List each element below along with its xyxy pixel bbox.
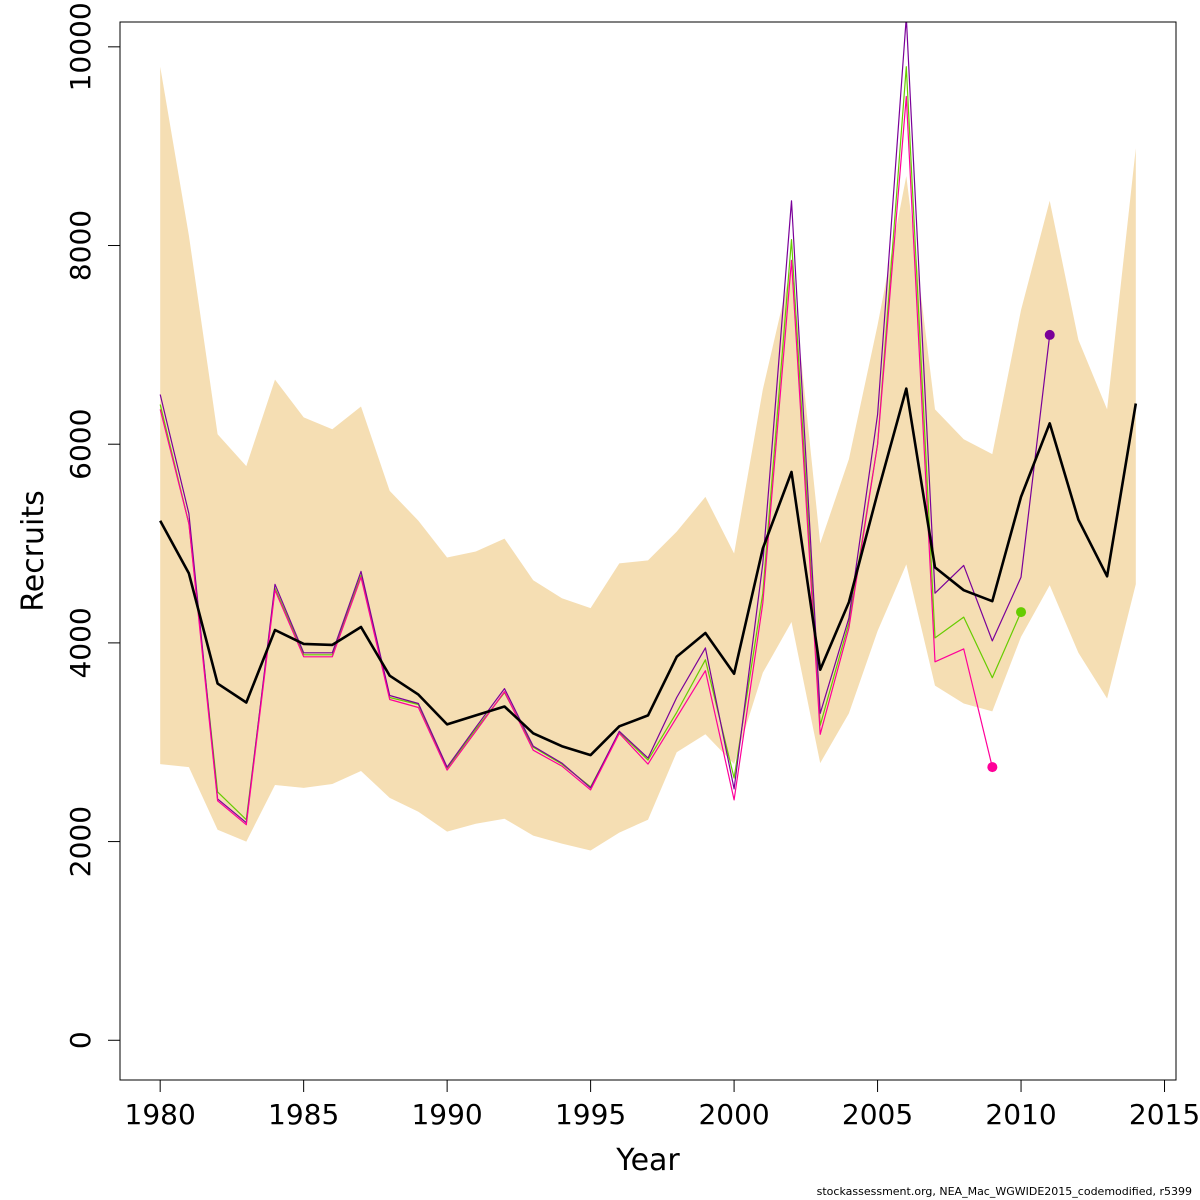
x-tick-label-1995: 1995 — [555, 1098, 626, 1131]
x-tick-label-2010: 2010 — [985, 1098, 1056, 1131]
x-tick-label-1990: 1990 — [411, 1098, 482, 1131]
retro-2011-endpoint — [1044, 329, 1055, 340]
y-tick-label-2000: 2000 — [64, 806, 97, 877]
series-line-retro-2009 — [159, 95, 993, 826]
y-tick-label-8000: 8000 — [64, 210, 97, 281]
footer-credit: stockassessment.org, NEA_Mac_WGWIDE2015_… — [816, 1185, 1192, 1198]
y-axis-title: Recruits — [16, 490, 51, 612]
y-tick-label-4000: 4000 — [64, 607, 97, 678]
series-line-final-assessment — [159, 387, 1138, 757]
x-tick-label-2015: 2015 — [1129, 1098, 1200, 1131]
y-tick-label-6000: 6000 — [64, 409, 97, 480]
plot-area — [159, 22, 1138, 851]
x-tick-label-1980: 1980 — [125, 1098, 196, 1131]
confidence-band — [160, 66, 1136, 851]
retro-2009-endpoint — [987, 762, 998, 773]
y-tick-label-10000: 10000 — [64, 2, 97, 91]
x-tick-label-1985: 1985 — [268, 1098, 339, 1131]
series-line-retro-2011 — [159, 22, 1051, 824]
x-tick-label-2000: 2000 — [698, 1098, 769, 1131]
y-tick-label-0: 0 — [64, 1031, 97, 1049]
retro-2010-endpoint — [1016, 607, 1027, 618]
x-axis-title: Year — [615, 1143, 680, 1178]
x-tick-label-2005: 2005 — [842, 1098, 913, 1131]
